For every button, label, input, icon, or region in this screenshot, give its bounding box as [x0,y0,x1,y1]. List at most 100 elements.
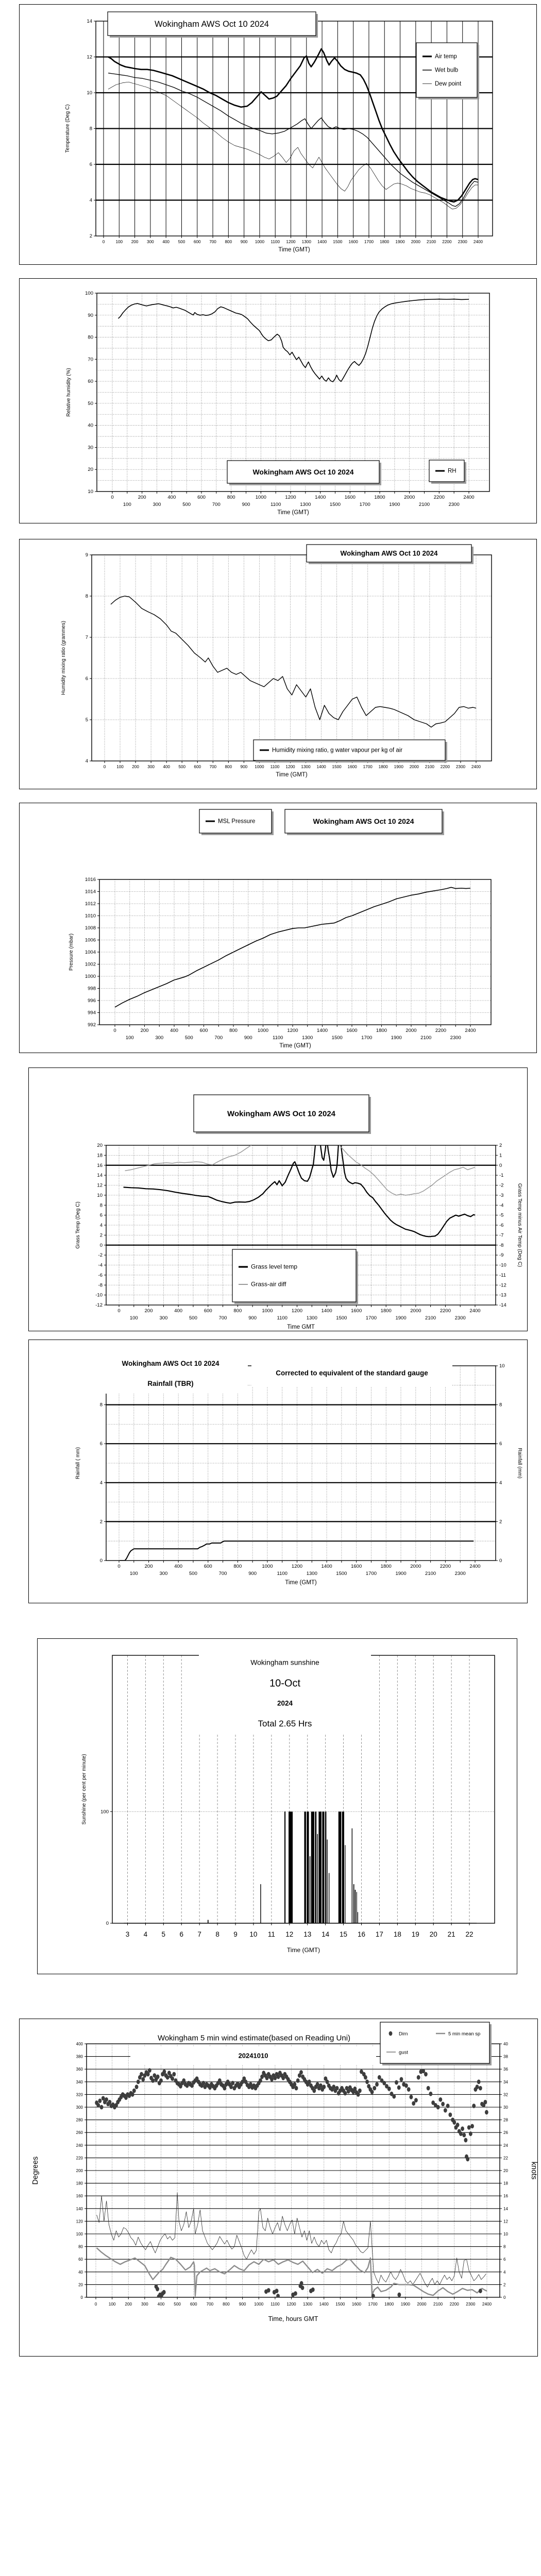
svg-text:-10: -10 [499,1263,506,1268]
svg-text:1800: 1800 [374,495,385,500]
svg-text:1400: 1400 [317,240,327,244]
svg-text:1400: 1400 [316,765,326,769]
svg-text:2400: 2400 [463,495,474,500]
svg-text:5 min mean sp: 5 min mean sp [448,2031,480,2037]
svg-text:1100: 1100 [273,1035,283,1041]
svg-text:30: 30 [88,445,93,450]
svg-text:100: 100 [130,1315,138,1321]
svg-text:16: 16 [97,1163,103,1168]
svg-text:320: 320 [76,2092,83,2097]
svg-text:-14: -14 [499,1302,506,1308]
svg-text:2: 2 [499,1519,502,1524]
wind-chart-svg: 0 100 200 300 400 500 600 700 800 900 1000 1100 1200… [20,2019,537,2356]
svg-text:1600: 1600 [351,1308,362,1314]
svg-text:1800: 1800 [381,1308,392,1314]
svg-text:380: 380 [76,2055,83,2059]
svg-text:40: 40 [88,423,93,429]
svg-text:200: 200 [76,2168,83,2173]
svg-text:13: 13 [303,1930,311,1938]
svg-text:2: 2 [499,1143,502,1148]
svg-text:1300: 1300 [301,765,311,769]
svg-text:22: 22 [503,2156,508,2160]
svg-text:Time (GMT): Time (GMT) [287,1946,320,1954]
svg-text:4: 4 [499,1480,502,1486]
svg-text:80: 80 [88,335,93,341]
svg-text:17: 17 [376,1930,383,1938]
svg-text:Humidity mixing ratio (grammes: Humidity mixing ratio (grammes) [61,621,66,695]
svg-text:1900: 1900 [394,765,404,769]
svg-text:Corrected to equivalent of the: Corrected to equivalent of the standard … [276,1369,428,1377]
svg-text:800: 800 [223,2302,230,2307]
svg-text:100: 100 [85,291,93,296]
svg-text:1100: 1100 [270,2302,280,2307]
svg-text:2000: 2000 [410,1308,421,1314]
svg-text:70: 70 [88,357,93,362]
svg-text:2300: 2300 [458,240,468,244]
svg-text:800: 800 [227,495,235,500]
svg-text:8: 8 [503,2245,506,2249]
svg-text:600: 600 [204,1564,212,1569]
svg-text:6: 6 [90,162,92,167]
svg-text:40: 40 [78,2270,83,2275]
svg-text:knots: knots [530,2162,537,2180]
svg-text:800: 800 [225,765,232,769]
svg-text:10: 10 [88,489,93,495]
svg-text:RH: RH [448,468,457,474]
svg-text:7: 7 [86,635,88,640]
grass-temperature-chart-svg: 0100200300400500600700800900100011001200… [29,1068,527,1331]
relative-humidity-chart: 0 100 200 300 400 500 600 700 800 900 1000 1100 1200… [19,278,537,523]
svg-text:1200: 1200 [286,240,296,244]
svg-text:700: 700 [207,2302,214,2307]
svg-text:1800: 1800 [381,1564,392,1569]
svg-text:900: 900 [242,502,250,507]
svg-text:994: 994 [88,1010,96,1016]
svg-text:900: 900 [241,240,248,244]
svg-text:2200: 2200 [435,1028,446,1033]
svg-text:2300: 2300 [456,765,466,769]
svg-text:30: 30 [503,2105,508,2110]
svg-text:Time (GMT): Time (GMT) [278,247,310,253]
svg-text:700: 700 [209,240,216,244]
svg-text:2000: 2000 [405,1028,416,1033]
rainfall-chart-svg: 0100200300400500600700800900100011001200… [29,1340,527,1603]
svg-text:340: 340 [76,2080,83,2084]
svg-text:700: 700 [219,1315,227,1321]
svg-text:-12: -12 [95,1302,103,1308]
svg-text:6: 6 [86,676,88,682]
svg-text:300: 300 [147,240,154,244]
svg-text:220: 220 [76,2156,83,2160]
svg-text:400: 400 [162,240,170,244]
pressure-chart: 0 100 200 300 400 500 600 700 800 900 1000 1100 1200… [19,803,537,1053]
svg-text:10: 10 [503,2232,508,2236]
svg-text:11: 11 [268,1930,275,1938]
svg-text:400: 400 [174,1564,182,1569]
svg-text:200: 200 [145,1308,153,1314]
svg-text:300: 300 [141,2302,148,2307]
svg-text:998: 998 [88,986,96,992]
svg-text:1200: 1200 [292,1308,302,1314]
svg-text:0: 0 [111,495,113,500]
svg-text:800: 800 [229,1028,238,1033]
svg-text:992: 992 [88,1022,96,1028]
svg-text:80: 80 [78,2245,83,2249]
svg-text:2000: 2000 [410,1564,421,1569]
svg-text:1900: 1900 [389,502,400,507]
svg-text:-2: -2 [98,1252,103,1258]
svg-text:1500: 1500 [336,1315,347,1321]
svg-text:4: 4 [100,1223,103,1228]
svg-text:800: 800 [225,240,232,244]
svg-text:100: 100 [115,240,123,244]
svg-text:1000: 1000 [254,2302,264,2307]
svg-text:Rainfall (TBR): Rainfall (TBR) [147,1380,193,1387]
svg-text:1400: 1400 [319,2302,329,2307]
svg-text:1000: 1000 [262,1308,273,1314]
svg-text:1400: 1400 [322,1564,332,1569]
svg-text:-13: -13 [499,1293,506,1298]
svg-text:2400: 2400 [465,1028,476,1033]
svg-text:120: 120 [76,2219,83,2224]
svg-text:1000: 1000 [85,974,96,979]
svg-text:Total 2.65 Hrs: Total 2.65 Hrs [258,1719,312,1728]
svg-text:100: 100 [126,1035,134,1041]
svg-text:12: 12 [87,55,92,60]
